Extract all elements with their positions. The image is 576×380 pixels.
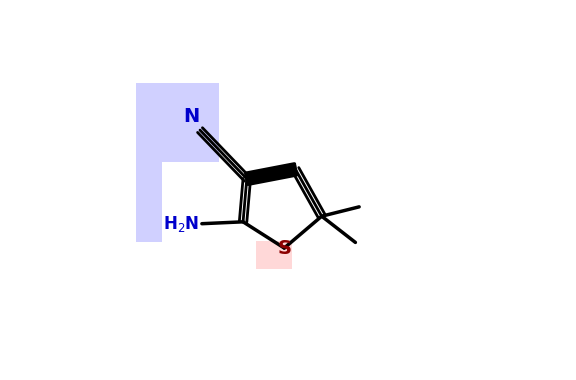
Text: S: S <box>277 239 291 258</box>
Text: N: N <box>183 108 199 127</box>
Bar <box>137 83 219 162</box>
Bar <box>137 162 162 242</box>
Text: H$_2$N: H$_2$N <box>163 214 199 234</box>
Bar <box>256 241 292 269</box>
